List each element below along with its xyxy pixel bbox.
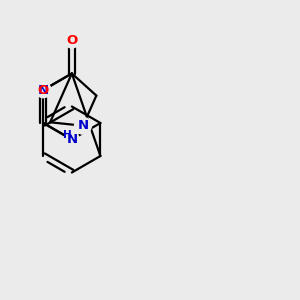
Circle shape xyxy=(64,33,79,48)
Text: O: O xyxy=(38,83,49,97)
Text: N: N xyxy=(38,83,49,97)
Circle shape xyxy=(64,132,79,147)
Text: N: N xyxy=(77,119,88,132)
Text: N: N xyxy=(66,133,77,146)
Text: H: H xyxy=(63,130,72,140)
Circle shape xyxy=(74,117,91,134)
Circle shape xyxy=(36,82,51,98)
Text: O: O xyxy=(66,34,77,47)
Circle shape xyxy=(36,82,51,98)
